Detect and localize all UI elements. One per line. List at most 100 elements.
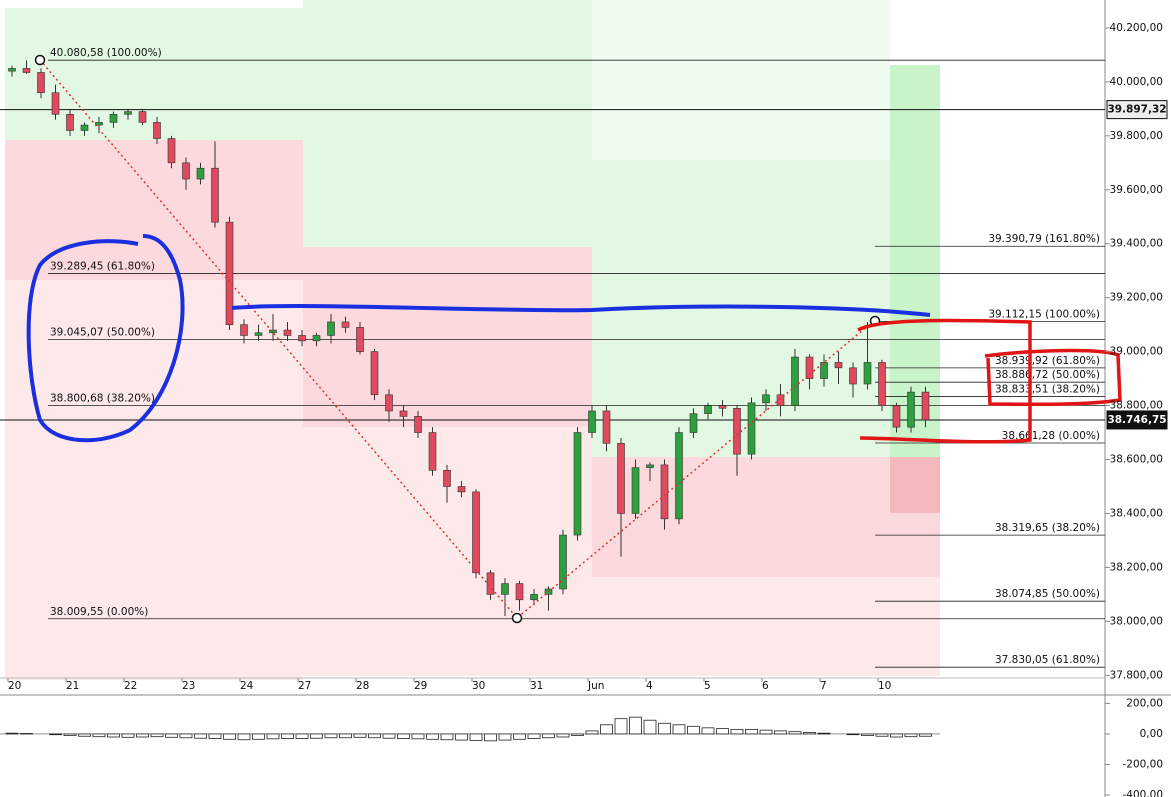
candle-body [863,362,872,385]
x-tick-label: 21 [66,680,79,692]
x-tick-label: 7 [820,680,827,692]
y-tick-label: -400,00 [1122,789,1163,797]
histogram-bar [484,733,497,742]
histogram-bar [890,733,903,738]
fib-label: 38.886,72 (50.00%) [995,369,1100,381]
x-tick-label: 22 [124,680,137,692]
histogram-bar [368,733,381,739]
candle-body [385,394,393,412]
histogram-bar [339,733,352,739]
candle-body [457,486,466,493]
fib-label: 38.833,51 (38.20%) [995,384,1100,396]
x-tick-label: 24 [240,680,254,692]
candle-body [805,356,814,379]
candle-body [399,410,408,417]
histogram-bar [556,733,570,738]
y-tick-label: 40.000,00 [1110,76,1163,88]
candle-body [327,321,335,336]
histogram-bar [701,727,715,735]
price-tag [1106,100,1168,120]
histogram-bar [600,724,613,735]
candle-body [443,470,451,487]
candle-body [762,394,770,404]
histogram-bar [49,733,62,736]
histogram-bar [846,733,860,736]
y-tick-label: 38.600,00 [1110,454,1163,466]
candle-body [254,332,263,336]
candle-body [878,362,886,406]
candle-body [834,362,843,369]
histogram-bar [455,733,468,741]
candle-body [501,583,509,595]
candle-body [472,491,480,574]
histogram-bar [904,733,918,738]
histogram-bar [179,733,193,739]
y-tick-label: 39.000,00 [1110,346,1163,358]
price-tag-label: 38.746,75 [1107,414,1166,426]
price-tag-label: 39.897,32 [1107,104,1166,116]
candle-body [80,124,89,131]
candle-body [602,410,611,444]
candle-body [776,394,785,406]
candle-body [646,464,654,468]
x-tick-label: 4 [646,680,653,692]
candle-body [588,410,596,433]
histogram-bar [687,725,700,735]
candle-body [211,167,219,223]
x-tick-label: 28 [356,680,369,692]
y-tick-label: 37.800,00 [1110,669,1163,681]
histogram-bar [817,732,831,735]
candle-body [109,113,118,123]
candle-body [660,464,669,520]
histogram-bar [672,724,686,735]
histogram-bar [266,733,280,740]
y-tick-label: 38.400,00 [1110,507,1163,519]
candle-body [631,467,640,514]
x-tick-label: 27 [298,680,311,692]
x-tick-label: 5 [704,680,711,692]
histogram-bar [252,733,265,740]
candle-body [283,329,292,336]
candle-body [341,321,350,328]
histogram-bar [759,729,773,735]
candle-body [124,111,132,115]
candle-body [95,122,103,126]
histogram-bar [861,733,874,736]
candle-body [51,92,60,115]
fib-label: 39.289,45 (61.80%) [50,261,155,273]
candle-body [370,351,379,396]
candle-body [312,335,321,342]
histogram-bar [397,733,410,739]
histogram-bar [107,733,120,738]
y-tick-label: 39.400,00 [1110,238,1163,250]
candle-body [153,122,161,139]
histogram-bar [92,733,106,738]
y-tick-label: 0,00 [1140,728,1163,740]
histogram-bar [919,733,932,737]
histogram-bar [324,733,338,739]
y-tick-label: -200,00 [1122,758,1163,770]
candle-body [298,335,306,342]
y-tick-label: 38.000,00 [1110,615,1163,627]
candle-body [225,221,234,325]
histogram-bar [78,733,91,737]
x-tick-label: 23 [182,680,195,692]
histogram-bar [5,732,19,735]
fib-label: 38.939,92 (61.80%) [995,355,1100,367]
candle-body [414,416,422,433]
x-tick-label: Jun [587,680,604,692]
histogram-bar [629,716,642,735]
histogram-bar [875,733,889,737]
candle-body [704,405,712,414]
histogram-bar [353,733,367,738]
histogram-bar [571,733,584,736]
candle-body [675,432,683,520]
x-tick-label: 10 [878,680,891,692]
histogram-bar [411,733,425,740]
histogram-bar [542,733,555,739]
x-tick-label: 6 [762,680,769,692]
candle-body [718,405,727,409]
histogram-bar [426,733,439,740]
histogram-bar [208,733,222,739]
fib-label: 38.074,85 (50.00%) [995,588,1100,600]
